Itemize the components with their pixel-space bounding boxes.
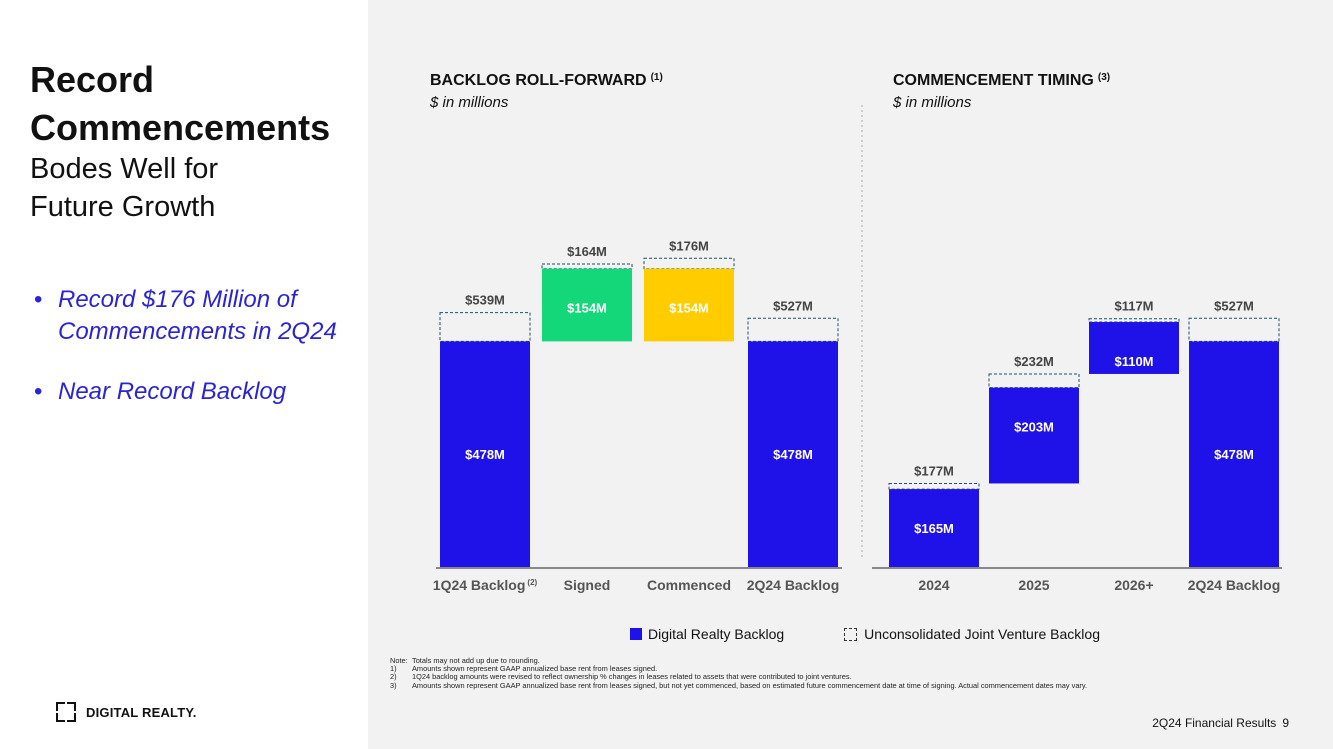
bullet-item: • Record $176 Million of Commencements in…	[34, 286, 337, 345]
bar	[889, 489, 979, 567]
chart-legend: Digital Realty Backlog Unconsolidated Jo…	[630, 626, 1160, 642]
bar-jv-outline	[439, 312, 531, 342]
data-label-inside: $478M	[465, 447, 505, 462]
slide-subtitle: Bodes Well for Future Growth	[30, 153, 219, 223]
data-label-inside: $154M	[567, 301, 607, 316]
chart-title: COMMENCEMENT TIMING (3)	[893, 72, 1110, 89]
legend-item-dashed: Unconsolidated Joint Venture Backlog	[844, 626, 1100, 642]
bar	[644, 268, 734, 342]
page-number: 9	[1282, 716, 1289, 730]
bullet-dot-icon: •	[34, 286, 43, 313]
bar-jv-outline	[541, 263, 633, 270]
data-label-total: $177M	[914, 463, 954, 478]
bar-jv-outline	[1088, 318, 1180, 323]
category-label: 2Q24 Backlog	[747, 577, 840, 593]
data-label-inside: $110M	[1114, 354, 1153, 369]
bar	[748, 341, 838, 567]
bar-jv-outline	[747, 317, 839, 342]
data-label-inside: $203M	[1014, 420, 1054, 435]
logo-bracket-icon	[56, 702, 76, 722]
data-label-total: $232M	[1014, 354, 1054, 369]
footnote: 2) 1Q24 backlog amounts were revised to r…	[390, 672, 852, 682]
data-label-total: $176M	[669, 238, 709, 253]
bar-jv-outline	[1188, 317, 1280, 342]
footnote: Note: Totals may not add up due to roundi…	[390, 656, 540, 665]
category-label: 2024	[918, 577, 949, 593]
bullet-dot-icon: •	[34, 378, 43, 405]
category-label: 2025	[1018, 577, 1049, 593]
category-label: 2Q24 Backlog	[1188, 577, 1281, 593]
legend-label-solid: Digital Realty Backlog	[648, 626, 785, 642]
category-label: 1Q24 Backlog (2)	[433, 577, 538, 593]
legend-item-solid: Digital Realty Backlog	[630, 626, 784, 642]
bullet-item: • Near Record Backlog	[34, 376, 354, 408]
slide-title: Record Commencements	[30, 59, 331, 148]
bar	[1089, 322, 1179, 374]
data-label-total: $527M	[1214, 298, 1254, 313]
bar	[440, 341, 530, 567]
chart-subtitle: $ in millions	[892, 94, 972, 111]
footnote: 3) Amounts shown represent GAAP annualize…	[390, 680, 1088, 690]
legend-swatch-solid	[630, 628, 642, 640]
bar-jv-outline	[643, 257, 735, 270]
data-label-inside: $165M	[914, 521, 954, 536]
legend-label-dashed: Unconsolidated Joint Venture Backlog	[864, 626, 1100, 642]
bar	[542, 268, 632, 342]
bar	[1189, 341, 1279, 567]
footnotes: Note: Totals may not add up due to roundi…	[390, 656, 1250, 690]
legend-swatch-dashed	[844, 627, 858, 641]
data-label-inside: $478M	[1214, 447, 1254, 462]
data-label-total: $164M	[567, 244, 607, 259]
data-label-total: $527M	[773, 298, 813, 313]
data-label-inside: $154M	[669, 301, 709, 316]
data-label-total: $117M	[1114, 299, 1153, 314]
chart-title: BACKLOG ROLL-FORWARD (1)	[430, 72, 663, 89]
company-logo: DIGITAL REALTY.	[56, 702, 197, 722]
logo-text: DIGITAL REALTY.	[86, 704, 197, 720]
chart-subtitle: $ in millions	[429, 94, 509, 111]
footer-text: 2Q24 Financial Results	[1152, 716, 1277, 730]
category-label: Signed	[564, 577, 611, 593]
bar	[989, 387, 1079, 484]
category-label: 2026+	[1114, 577, 1153, 593]
bullet-list: • Record $176 Million of Commencements in…	[34, 284, 354, 436]
data-label-total: $539M	[465, 293, 505, 308]
bar-jv-outline	[988, 373, 1080, 389]
data-label-inside: $478M	[773, 447, 813, 462]
slide-footer: 2Q24 Financial Results 9	[1152, 716, 1289, 730]
bar-jv-outline	[888, 482, 980, 490]
footnote: 1) Amounts shown represent GAAP annualize…	[390, 664, 658, 674]
category-label: Commenced	[647, 577, 731, 593]
left-panel: Record Commencements Bodes Well for Futu…	[0, 0, 368, 749]
